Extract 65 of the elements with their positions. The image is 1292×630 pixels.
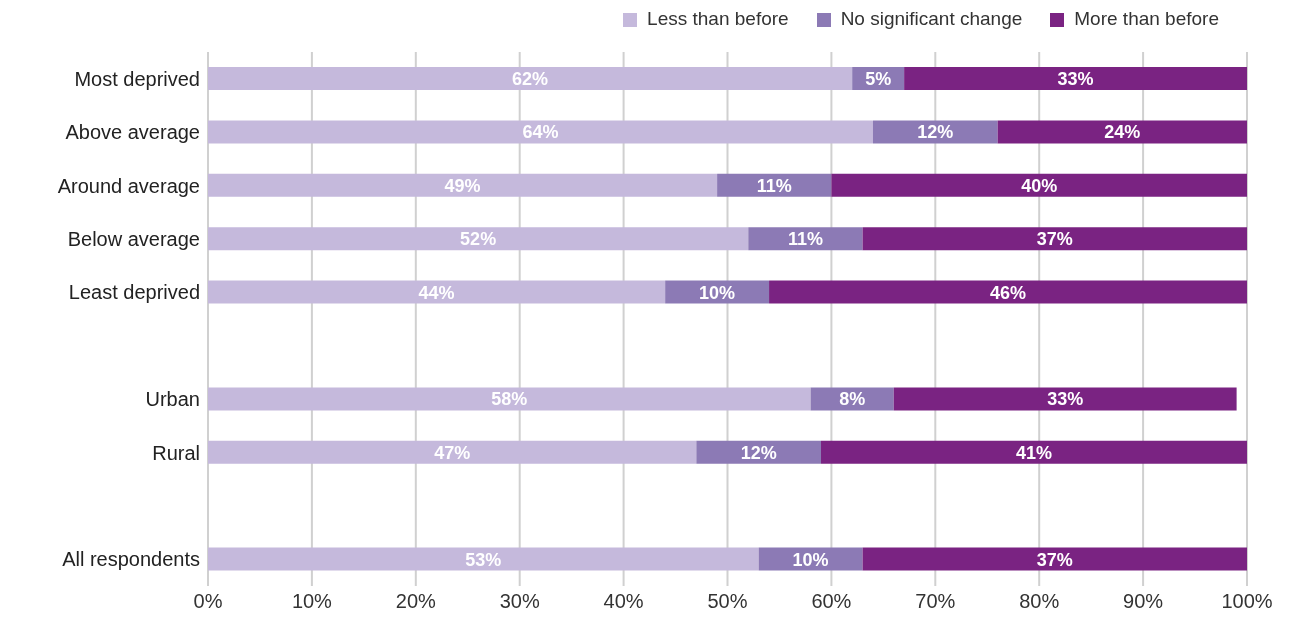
data-label: 12%: [917, 122, 954, 143]
x-tick-label: 40%: [603, 590, 644, 613]
bar: [862, 227, 1247, 251]
bar: [904, 67, 1247, 90]
data-label: 5%: [865, 68, 892, 89]
data-label: 46%: [990, 282, 1027, 303]
bar: [208, 120, 873, 144]
data-label: 33%: [1047, 389, 1084, 410]
legend-label: No significant change: [840, 8, 1023, 29]
legend-label: More than before: [1074, 8, 1219, 29]
x-tick-label: 70%: [915, 590, 956, 613]
x-tick-label: 50%: [707, 590, 748, 613]
bar: [208, 173, 718, 197]
bar: [862, 547, 1247, 571]
data-label: 52%: [460, 229, 497, 250]
y-tick-label: Around average: [57, 174, 200, 197]
data-label: 62%: [512, 68, 549, 89]
bar: [821, 440, 1247, 464]
bar: [208, 387, 811, 411]
data-label: 12%: [740, 442, 777, 463]
data-label: 33%: [1057, 68, 1094, 89]
data-label: 24%: [1104, 122, 1141, 143]
bar: [208, 547, 759, 571]
data-label: 53%: [465, 549, 502, 570]
bar: [748, 227, 863, 251]
y-tick-label: Above average: [65, 121, 200, 144]
data-label: 44%: [418, 282, 455, 303]
bar: [831, 173, 1247, 197]
data-label: 58%: [491, 389, 528, 410]
x-tick-label: 20%: [395, 590, 437, 613]
bar: [997, 120, 1247, 144]
y-tick-label: Least deprived: [68, 281, 200, 304]
x-tick-label: 60%: [811, 590, 852, 613]
bar: [696, 440, 822, 464]
x-tick-label: 30%: [499, 590, 540, 613]
bar: [208, 280, 666, 304]
data-label: 40%: [1021, 175, 1058, 196]
bar: [208, 227, 749, 251]
data-label: 37%: [1036, 549, 1073, 570]
data-label: 11%: [787, 229, 823, 250]
data-label: 64%: [522, 122, 559, 143]
data-label: 49%: [444, 175, 481, 196]
y-tick-label: Most deprived: [74, 67, 200, 90]
y-tick-label: Rural: [152, 441, 200, 464]
x-tick-label: 10%: [291, 590, 333, 613]
data-label: 41%: [1015, 442, 1053, 463]
data-label: 37%: [1036, 229, 1073, 250]
x-tick-label: 90%: [1123, 590, 1164, 613]
bar: [893, 387, 1237, 411]
y-tick-label: All respondents: [62, 548, 200, 571]
x-tick-label: 100%: [1221, 590, 1273, 613]
data-label: 10%: [792, 549, 829, 570]
data-label: 11%: [756, 175, 792, 196]
data-label: 10%: [699, 282, 736, 303]
bar: [769, 280, 1247, 304]
data-label: 8%: [839, 389, 866, 410]
bar: [872, 120, 998, 144]
bar: [208, 440, 697, 464]
y-tick-label: Urban: [145, 388, 200, 411]
x-tick-label: 0%: [193, 590, 223, 613]
y-tick-label: Below average: [67, 228, 200, 250]
legend-label: Less than before: [647, 8, 789, 29]
x-tick-label: 80%: [1019, 590, 1060, 613]
data-label: 47%: [434, 442, 471, 463]
bar: [208, 67, 853, 90]
